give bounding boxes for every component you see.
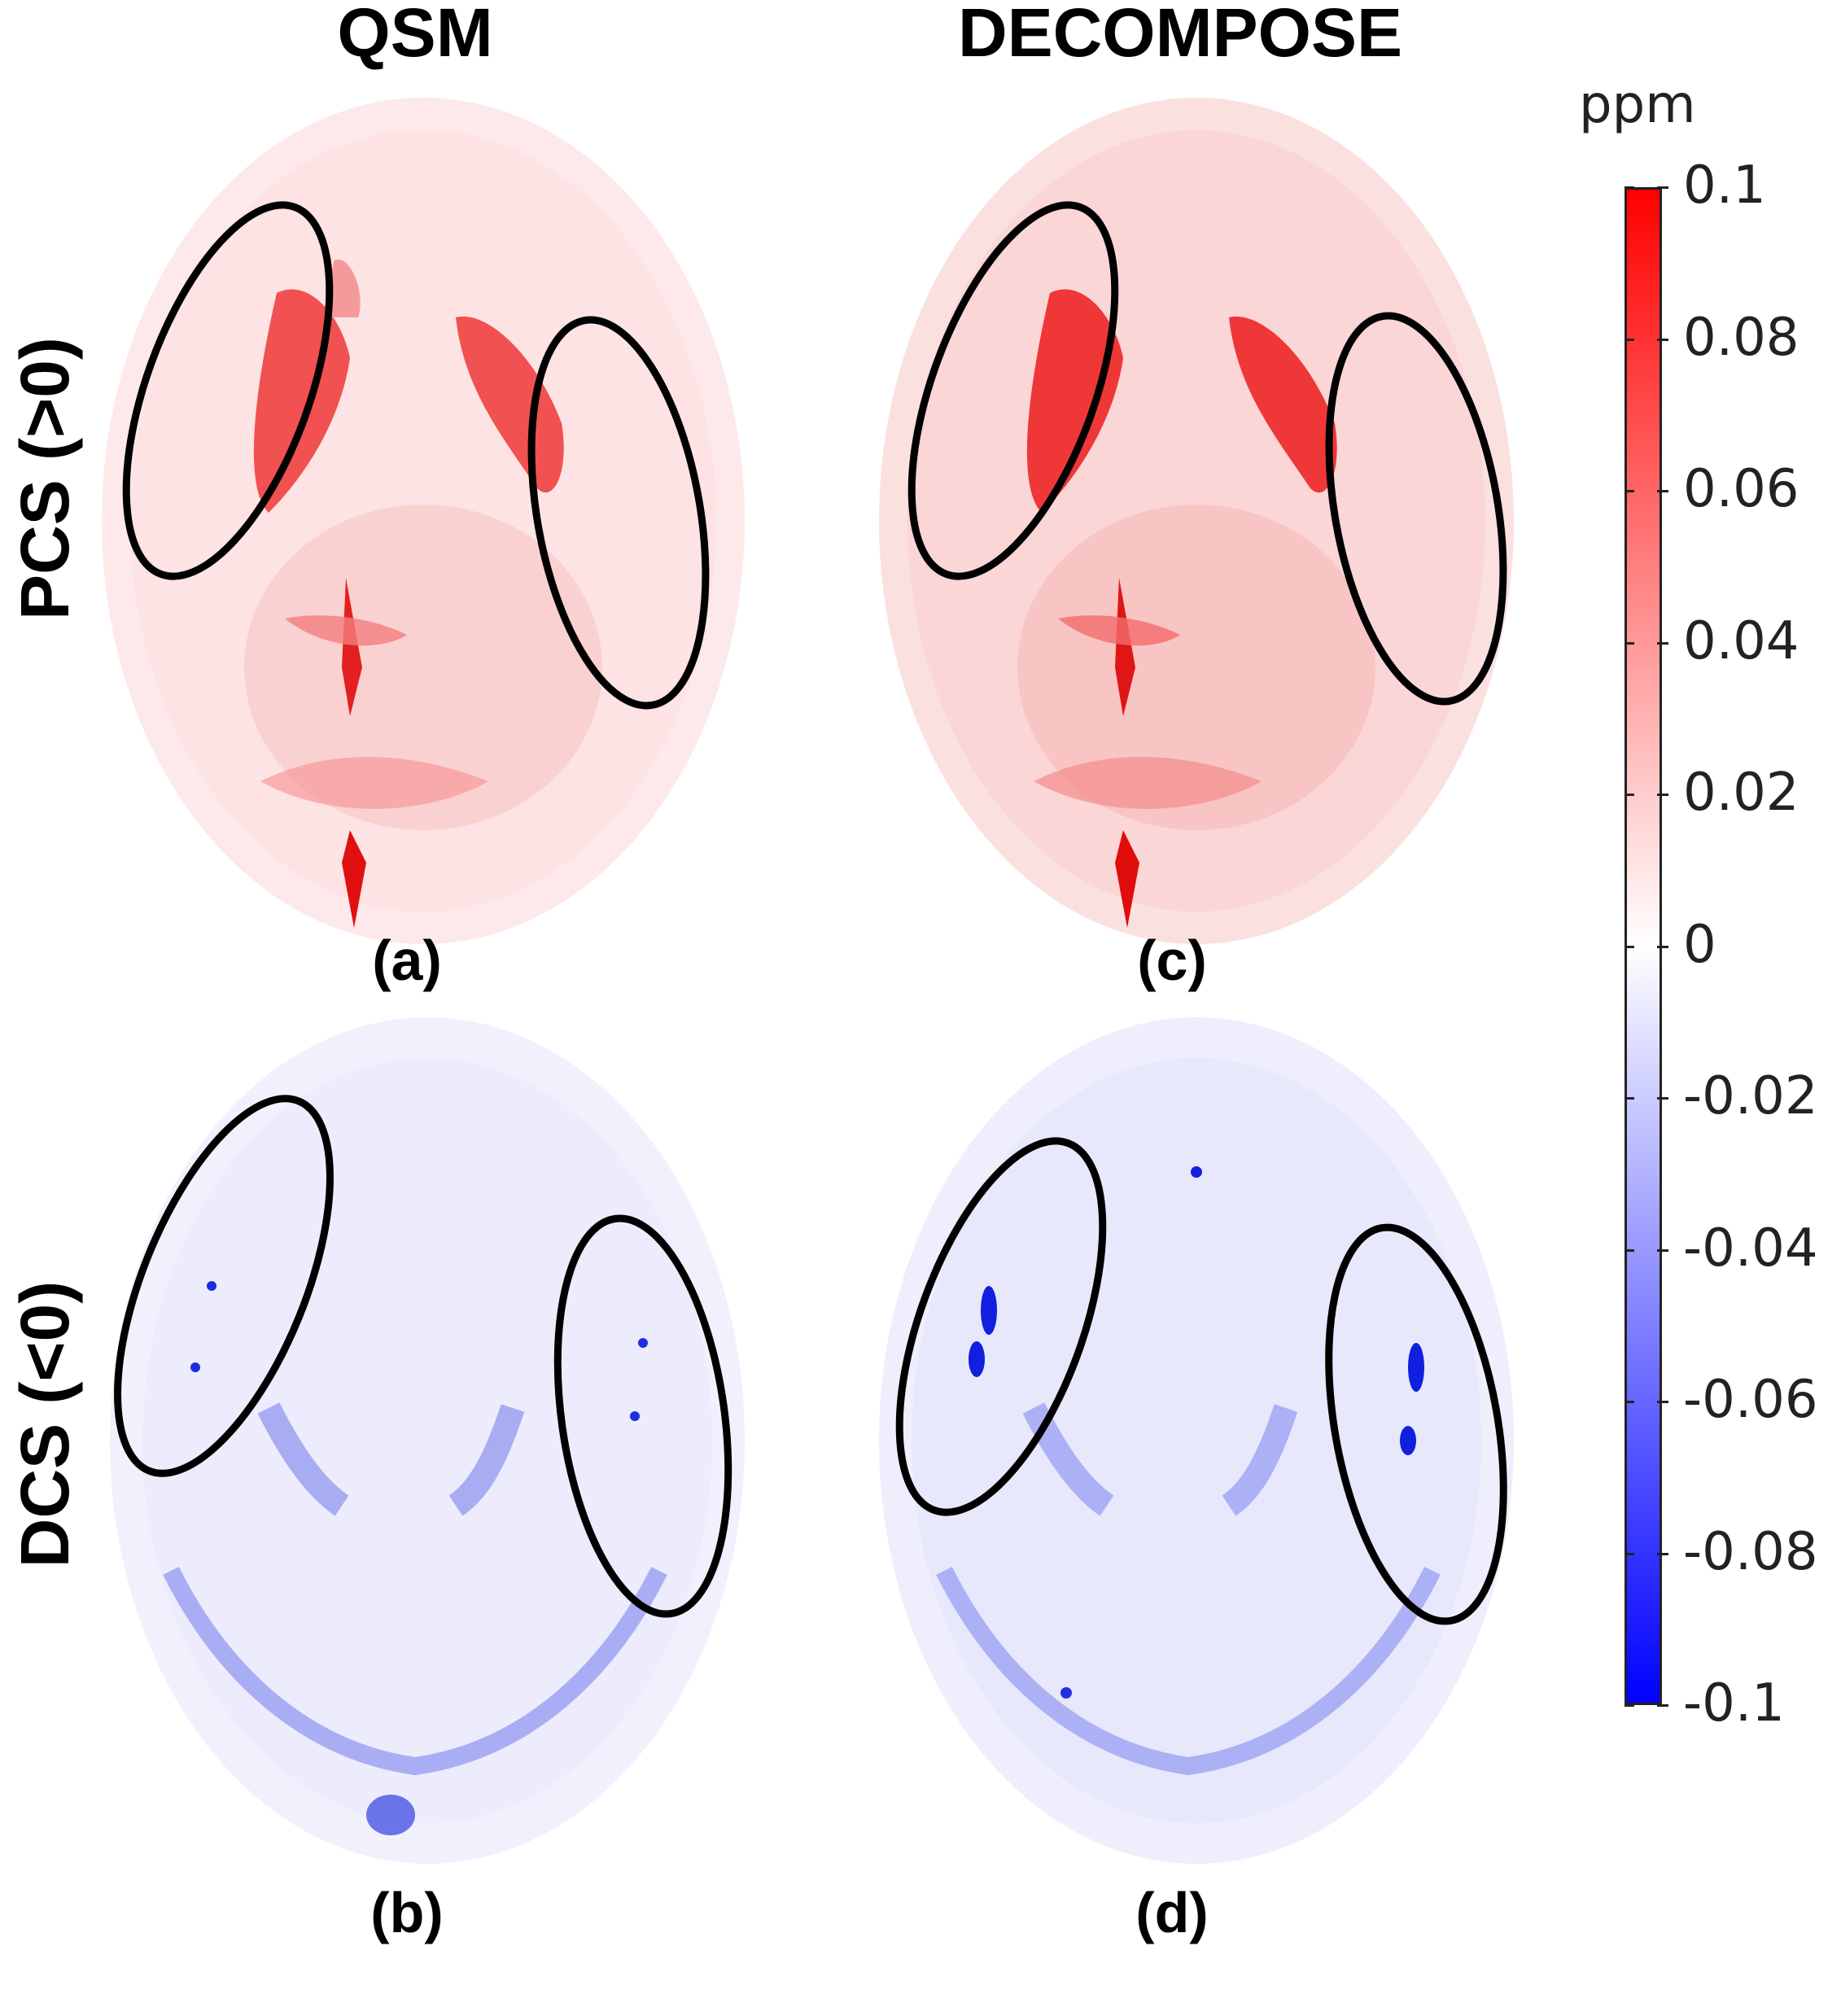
brain-map-decompose-positive xyxy=(863,49,1530,944)
row-title-dcs: DCS (<0) xyxy=(7,1280,83,1568)
highlight-ellipse-right xyxy=(527,316,710,710)
colorbar-tick-label: -0.06 xyxy=(1683,1370,1818,1430)
row-title-pcs: PCS (>0) xyxy=(7,337,83,620)
colorbar-tick-label: 0.06 xyxy=(1683,459,1799,519)
colorbar-tick-mark-left xyxy=(1625,1552,1634,1555)
panel-label-a: (a) xyxy=(372,929,442,992)
colorbar-tick-label: 0.08 xyxy=(1683,307,1799,368)
brain-map-qsm-positive xyxy=(81,49,765,944)
putamen-right xyxy=(456,316,564,493)
colorbar-tick-label: -0.04 xyxy=(1683,1218,1818,1279)
colorbar-tick-label: -0.1 xyxy=(1683,1673,1785,1734)
colorbar-tick-label: 0.02 xyxy=(1683,763,1799,823)
colorbar-tick-mark xyxy=(1657,1552,1668,1555)
colorbar-tick-label: -0.02 xyxy=(1683,1066,1818,1126)
panel-label-b: (b) xyxy=(370,1881,444,1944)
colorbar-tick-mark xyxy=(1657,1249,1668,1252)
colorbar-tick-mark xyxy=(1657,794,1668,796)
colorbar-unit: ppm xyxy=(1579,75,1696,135)
colorbar-tick-label: 0.04 xyxy=(1683,610,1799,671)
panel-label-d: (d) xyxy=(1135,1881,1209,1944)
colorbar-tick-mark-left xyxy=(1625,186,1634,189)
colorbar-tick-mark xyxy=(1657,641,1668,645)
colorbar-tick-mark xyxy=(1657,1704,1668,1707)
panel-label-c: (c) xyxy=(1137,929,1207,992)
highlight-ellipse-left xyxy=(122,201,334,580)
colorbar-tick-label: 0.1 xyxy=(1683,155,1766,216)
colorbar-tick-mark xyxy=(1657,1401,1668,1403)
colorbar-tick-mark xyxy=(1657,490,1668,492)
colorbar-tick-mark-left xyxy=(1625,1249,1634,1252)
colorbar-tick-mark-left xyxy=(1625,945,1634,948)
brain-map-qsm-negative xyxy=(90,1001,765,1880)
colorbar-tick-mark xyxy=(1657,338,1668,341)
colorbar-tick-mark xyxy=(1657,1097,1668,1100)
colorbar-tick-mark-left xyxy=(1625,1401,1634,1403)
colorbar-tick-label: 0 xyxy=(1683,914,1716,975)
column-title-qsm: QSM xyxy=(337,0,493,71)
colorbar-tick-mark-left xyxy=(1625,1097,1634,1100)
colorbar-tick-mark-left xyxy=(1625,641,1634,645)
colorbar-tick-mark-left xyxy=(1625,490,1634,492)
brain-map-decompose-negative xyxy=(863,1001,1530,1880)
colorbar-tick-mark-left xyxy=(1625,794,1634,796)
colorbar-tick-mark xyxy=(1657,945,1668,948)
colorbar-tick-mark-left xyxy=(1625,338,1634,341)
colorbar-tick-mark-left xyxy=(1625,1704,1634,1707)
column-title-decompose: DECOMPOSE xyxy=(957,0,1403,71)
colorbar-tick-mark xyxy=(1657,186,1668,189)
colorbar-tick-label: -0.08 xyxy=(1683,1521,1818,1582)
